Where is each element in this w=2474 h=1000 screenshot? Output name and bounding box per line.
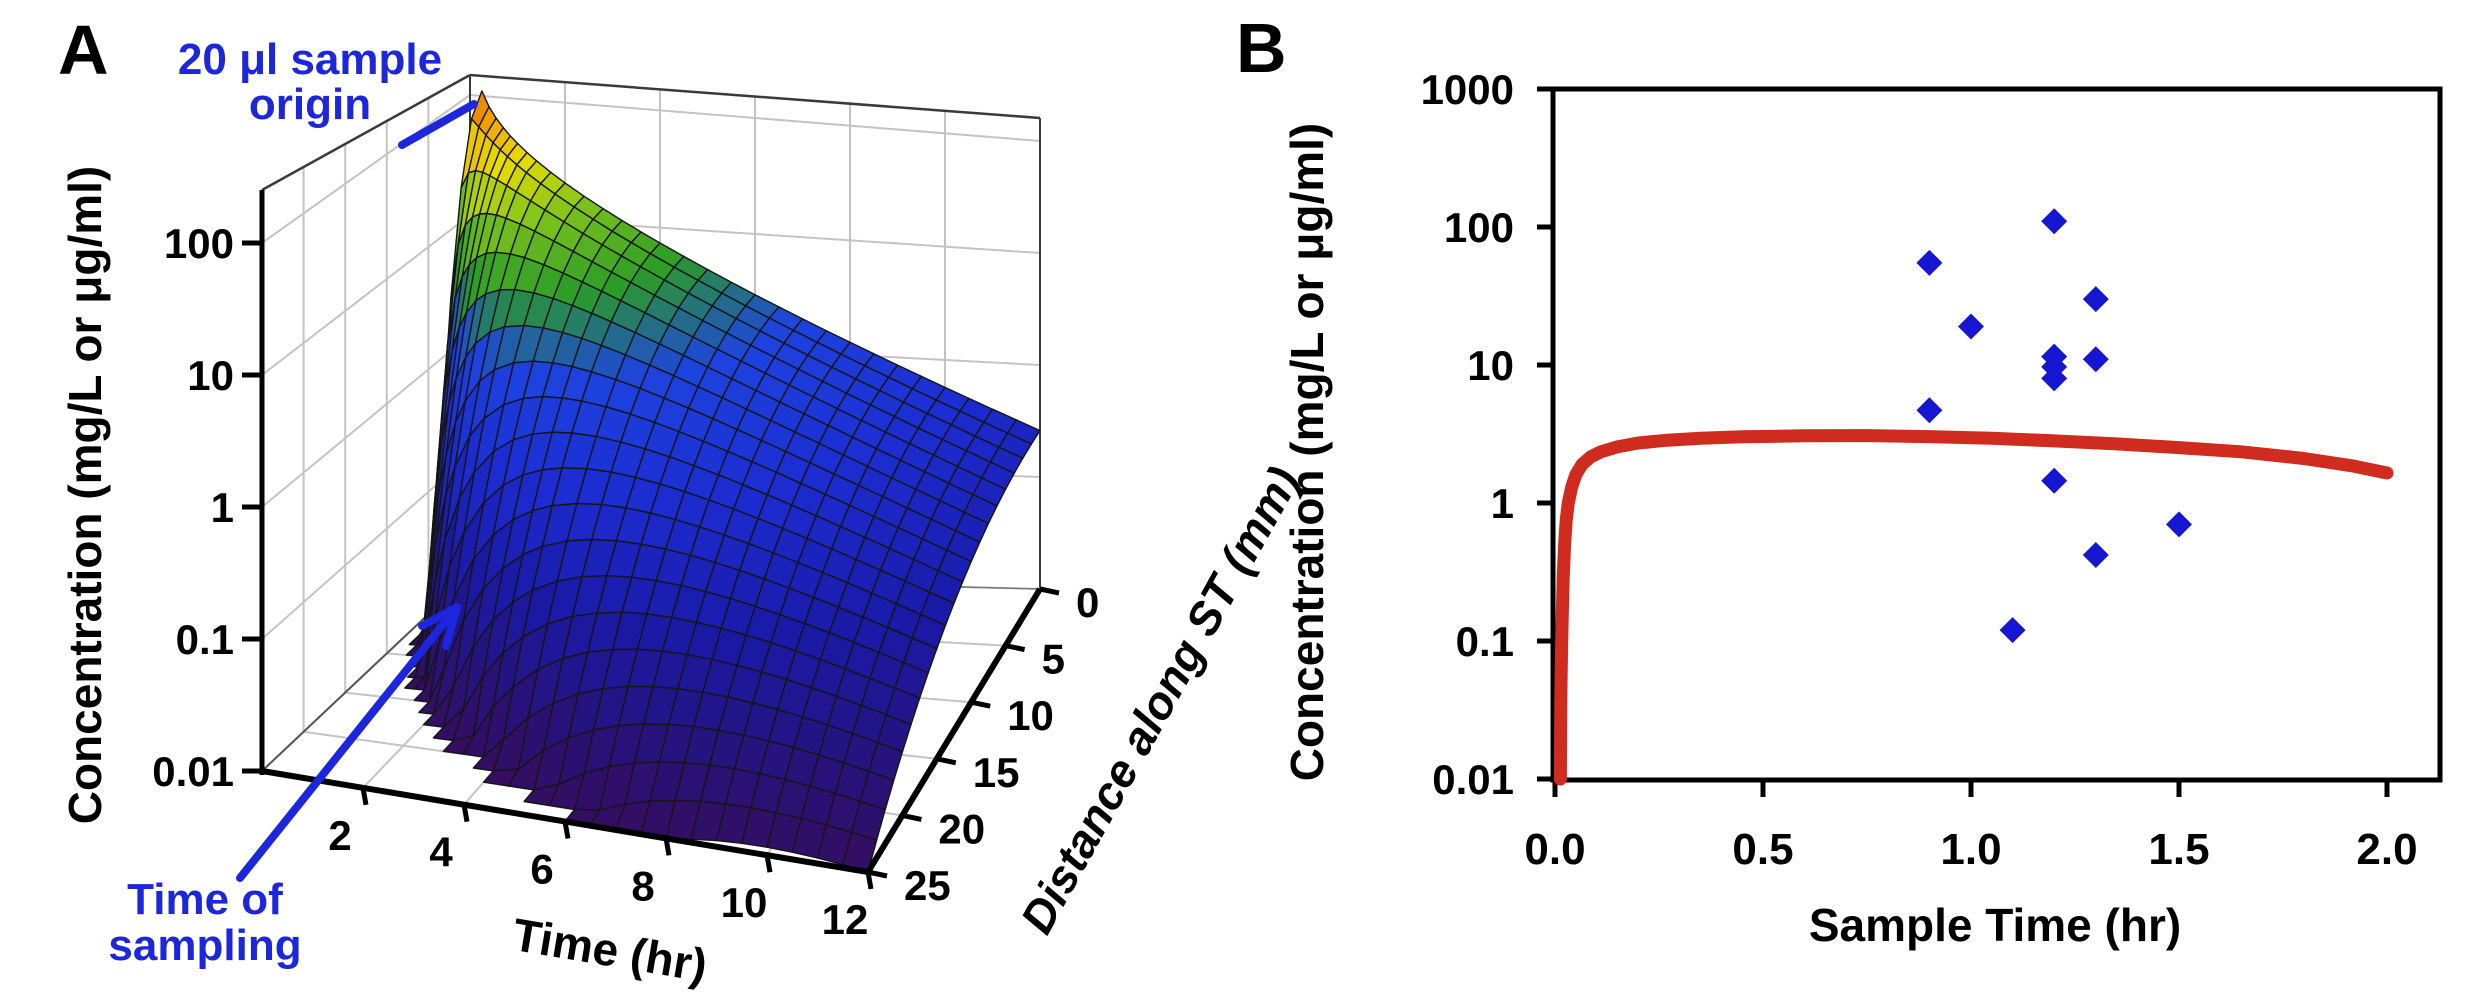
surface-quad [442, 735, 474, 755]
surface-quad [404, 675, 426, 690]
distance-axis-tick [867, 869, 888, 879]
data-point-diamond [2041, 467, 2068, 494]
time-tick-label: 12 [822, 896, 869, 943]
annotation-sample-origin-line2: origin [248, 79, 372, 129]
data-point-diamond [1916, 397, 1943, 424]
b-y-tick-label: 0.1 [1456, 618, 1514, 665]
left-wall-grid-line [261, 334, 471, 508]
annotation-time-of-sampling-line2: sampling [108, 920, 302, 970]
time-axis-tick [562, 821, 571, 839]
left-wall-grid-line [261, 94, 471, 244]
data-point-diamond [2082, 541, 2109, 568]
data-point-diamond [1999, 617, 2026, 644]
z-tick-label: 10 [187, 352, 234, 399]
time-axis-tick [764, 854, 773, 873]
panel-b-y-axis-title: Concentration (mg/L or μg/ml) [1280, 122, 1333, 782]
left-wall-grid-line [261, 214, 471, 376]
distance-tick-label: 5 [1042, 636, 1065, 683]
time-axis-tick [360, 787, 369, 806]
distance-axis-tick [936, 756, 957, 766]
left-wall-grid-line [261, 454, 471, 640]
sampling-arrow-shaft [236, 603, 461, 882]
panel-a-letter: A [58, 11, 109, 89]
time-axis-tick [461, 804, 470, 823]
distance-tick-label: 20 [938, 805, 985, 852]
time-axis-tick [663, 837, 672, 856]
data-point-diamond [1958, 313, 1984, 340]
plot-box [1550, 86, 2443, 783]
b-x-tick-label: 2.0 [2356, 825, 2417, 874]
b-x-tick-label: 1.5 [2148, 825, 2209, 874]
distance-tick-label: 0 [1076, 579, 1099, 626]
panel-b-x-axis-title: Sample Time (hr) [1808, 898, 2182, 951]
distance-axis-tick [1005, 643, 1026, 653]
distance-axis-tick [901, 812, 922, 822]
data-point-diamond [2082, 286, 2109, 313]
b-y-tick-label: 1000 [1421, 66, 1514, 113]
b-x-tick-label: 1.0 [1940, 825, 2001, 874]
b-y-tick-label: 100 [1444, 204, 1514, 251]
distance-axis [865, 587, 1043, 874]
b-y-tick-label: 0.01 [1432, 756, 1514, 803]
data-point-diamond [1916, 249, 1943, 276]
annotation-sample-origin-line1: 20 μl sample [177, 34, 443, 84]
distance-tick-label: 15 [973, 749, 1020, 796]
z-tick-label: 0.1 [176, 616, 234, 663]
distance-axis-tick [1039, 586, 1060, 596]
distance-tick-label: 10 [1007, 692, 1054, 739]
time-axis-tick [865, 871, 874, 890]
data-point-diamond [2166, 511, 2192, 538]
panel-b-letter: B [1236, 9, 1287, 87]
annotation-time-of-sampling-line1: Time of [127, 874, 283, 924]
b-x-tick-label: 0.5 [1732, 825, 1793, 874]
box-top-left-edge [261, 73, 471, 192]
b-y-tick-label: 10 [1467, 342, 1514, 389]
box-top-right-edge [469, 73, 1041, 120]
distance-tick-label: 25 [904, 862, 951, 909]
z-tick-label: 1 [211, 484, 234, 531]
z-tick-label: 100 [164, 220, 234, 267]
time-tick-label: 8 [631, 862, 654, 909]
b-y-tick-label: 1 [1491, 480, 1514, 527]
data-point-diamond [2041, 208, 2068, 235]
data-point-diamond [2082, 346, 2109, 373]
surface-quad [523, 783, 560, 807]
time-tick-label: 10 [721, 879, 768, 926]
origin-callout-line [398, 100, 478, 149]
model-curve [1553, 429, 2394, 786]
distance-axis-tick [970, 699, 991, 709]
time-tick-label: 4 [429, 829, 453, 876]
sampling-arrowhead [418, 603, 461, 630]
sampling-arrowhead [442, 603, 461, 650]
z-tick-label: 0.01 [152, 748, 234, 795]
b-x-tick-label: 0.0 [1524, 825, 1585, 874]
surface-quad [482, 768, 520, 787]
time-tick-label: 2 [328, 812, 351, 859]
time-tick-label: 6 [530, 846, 553, 893]
data-point-diamond [2041, 365, 2068, 392]
panel-a-z-axis-title: Concentration (mg/L or μg/ml) [58, 165, 111, 825]
